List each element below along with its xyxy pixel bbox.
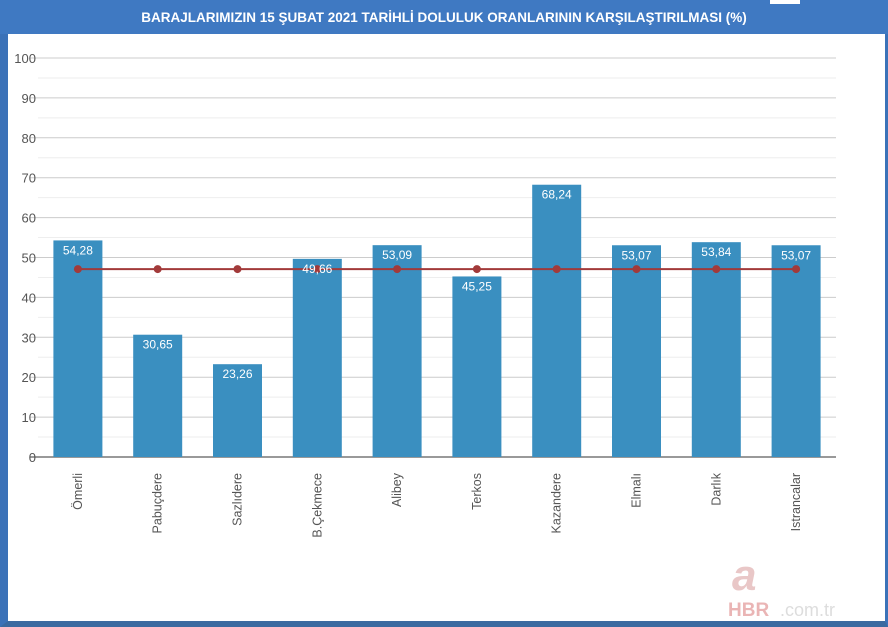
x-tick-label: Kazandere — [550, 473, 564, 534]
bar-0 — [53, 240, 103, 457]
average-point-2 — [233, 265, 242, 274]
average-point-3 — [313, 265, 322, 274]
svg-text:HBR: HBR — [728, 600, 769, 621]
average-point-0 — [73, 265, 82, 274]
data-label: 53,84 — [701, 245, 731, 259]
x-tick-label: Alibey — [390, 472, 404, 507]
x-tick-label: Sazlıdere — [231, 473, 245, 526]
y-tick-label: 80 — [22, 131, 36, 146]
y-tick-label: 10 — [22, 410, 36, 425]
x-tick-label: Ömerli — [71, 473, 85, 510]
bar-9 — [771, 245, 821, 457]
data-label: 53,07 — [781, 248, 811, 262]
data-label: 54,28 — [63, 243, 93, 257]
average-point-6 — [552, 265, 561, 274]
data-label: 68,24 — [542, 188, 572, 202]
svg-text:a: a — [732, 552, 756, 600]
bar-1 — [133, 334, 183, 457]
x-tick-label: Istrancalar — [789, 473, 803, 531]
bar-8 — [691, 242, 741, 457]
average-point-5 — [472, 265, 481, 274]
average-point-9 — [792, 265, 801, 274]
average-point-1 — [153, 265, 162, 274]
average-point-8 — [712, 265, 721, 274]
y-tick-label: 0 — [29, 450, 36, 465]
y-tick-label: 70 — [22, 171, 36, 186]
y-tick-label: 20 — [22, 370, 36, 385]
y-tick-label: 30 — [22, 330, 36, 345]
hbr-logo-watermark: a HBR .com.tr — [722, 551, 882, 627]
y-tick-label: 100 — [14, 51, 36, 66]
data-label: 30,65 — [143, 338, 173, 352]
x-tick-label: Elmalı — [630, 473, 644, 508]
bar-7 — [612, 245, 661, 457]
bar-4 — [372, 245, 422, 457]
data-label: 23,26 — [222, 367, 252, 381]
svg-text:.com.tr: .com.tr — [780, 600, 835, 620]
bar-6 — [532, 184, 582, 457]
y-tick-label: 50 — [22, 251, 36, 266]
x-tick-label: B.Çekmece — [310, 473, 324, 538]
chart-title: BARAJLARIMIZIN 15 ŞUBAT 2021 TARİHLİ DOL… — [0, 0, 888, 34]
data-label: 53,07 — [621, 248, 651, 262]
y-tick-label: 90 — [22, 91, 36, 106]
x-tick-label: Terkos — [470, 473, 484, 510]
x-tick-label: Darlık — [709, 472, 723, 505]
y-tick-label: 60 — [22, 211, 36, 226]
data-label: 45,25 — [462, 279, 492, 293]
data-label: 53,09 — [382, 248, 412, 262]
bar-3 — [292, 258, 342, 457]
bar-5 — [452, 276, 502, 457]
title-notch — [770, 0, 800, 4]
bar-2 — [213, 364, 262, 457]
average-point-4 — [393, 265, 402, 274]
y-tick-label: 40 — [22, 290, 36, 305]
average-point-7 — [632, 265, 641, 274]
data-label: 49,66 — [302, 262, 332, 276]
x-tick-label: Pabuçdere — [151, 473, 165, 534]
